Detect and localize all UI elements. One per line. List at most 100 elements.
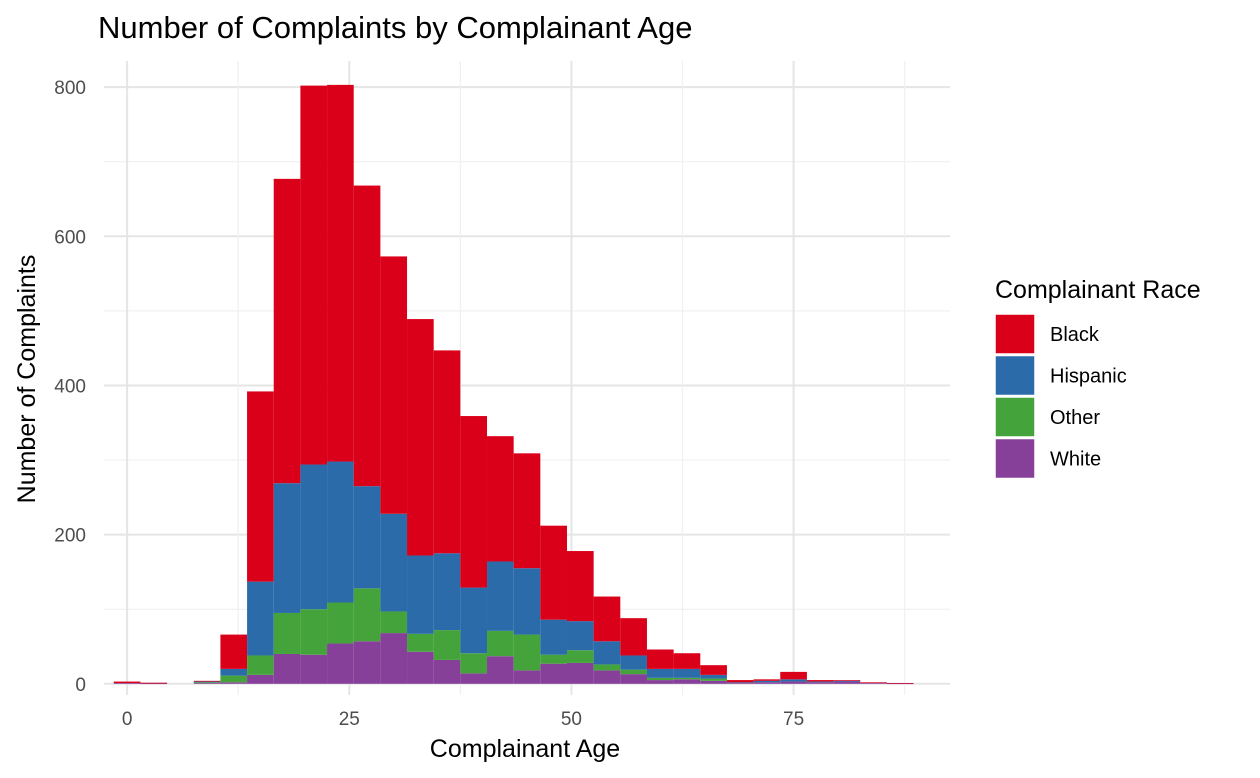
bar-segment-hispanic (433, 553, 461, 631)
bar-segment-hispanic (380, 513, 408, 612)
bar-segment-hispanic (273, 483, 301, 613)
bar-segment-hispanic (700, 674, 727, 679)
bar-segment-black (353, 185, 381, 487)
bar-segment-other (193, 682, 221, 684)
bar-segment-black (780, 671, 807, 680)
y-tick-label: 800 (54, 78, 86, 99)
bar-segment-white (620, 674, 647, 684)
bar-segment-white (380, 633, 408, 684)
bar-segment-black (247, 391, 274, 582)
bar-segment-black (327, 84, 354, 462)
bar-segment-other (433, 630, 461, 660)
legend-swatch-other (994, 396, 1036, 438)
bar-segment-white (247, 674, 274, 684)
bar-segment-other (220, 675, 248, 683)
bar-segment-white (566, 662, 594, 684)
y-tick-label: 400 (54, 376, 86, 397)
x-tick-label: 75 (783, 709, 804, 730)
bar-segment-black (673, 653, 701, 669)
bar-segment-hispanic (460, 587, 488, 654)
bar-segment-white (193, 683, 221, 684)
bar-segment-hispanic (193, 681, 221, 683)
bar-segment-hispanic (566, 621, 594, 651)
bar-segment-hispanic (513, 568, 541, 635)
bar-segment-white (540, 663, 567, 684)
legend-label-black: Black (1050, 324, 1100, 346)
bar-segment-white (860, 683, 887, 684)
bar-segment-black (726, 680, 754, 683)
legend: Complainant Race Black Hispanic Other White (994, 276, 1201, 480)
bar-segment-hispanic (593, 641, 621, 665)
bar-segment-white (220, 682, 248, 684)
bar-segment-black (407, 319, 434, 556)
bar-segment-black (113, 681, 141, 684)
bar-segment-hispanic (726, 682, 754, 684)
bar-segment-hispanic (620, 655, 647, 670)
bar-segment-white (433, 659, 461, 684)
bar-segment-black (540, 525, 567, 620)
bar-segment-black (273, 178, 301, 484)
y-tick-label: 600 (54, 227, 86, 248)
bar-segment-black (886, 683, 914, 684)
bar-segment-other (353, 588, 381, 642)
bar-segment-white (513, 670, 541, 684)
bar-segment-hispanic (220, 668, 248, 676)
x-axis-ticks: 0 25 50 75 (122, 709, 804, 730)
legend-swatch-white (994, 437, 1036, 480)
bar-segment-black (593, 596, 621, 642)
bar-segment-other (380, 611, 408, 634)
chart-title: Number of Complaints by Complainant Age (98, 10, 692, 45)
x-tick-label: 50 (561, 709, 582, 730)
y-tick-label: 200 (54, 526, 86, 547)
bars (113, 84, 914, 685)
bar-segment-white (353, 641, 381, 684)
bar-segment-black (646, 649, 674, 669)
bar-segment-hispanic (753, 680, 781, 683)
bar-segment-hispanic (806, 681, 834, 683)
legend-label-hispanic: Hispanic (1050, 366, 1127, 388)
legend-swatch-hispanic (994, 354, 1036, 397)
bar-segment-white (646, 680, 674, 684)
bar-segment-black (806, 680, 834, 682)
bar-segment-other (646, 677, 674, 681)
bar-segment-white (460, 673, 488, 684)
bar-segment-white (487, 656, 514, 684)
bar-segment-hispanic (833, 680, 861, 682)
x-tick-label: 25 (339, 709, 360, 730)
bar-segment-black (620, 618, 647, 656)
bar-segment-other (273, 612, 301, 654)
bar-segment-white (886, 683, 914, 685)
bar-segment-other (327, 602, 354, 644)
bar-segment-black (300, 85, 328, 465)
bar-segment-black (513, 453, 541, 569)
legend-swatch-black (994, 313, 1036, 355)
bar-segment-black (433, 350, 461, 554)
bar-segment-white (700, 680, 727, 684)
bar-segment-white (300, 654, 328, 684)
bar-segment-other (700, 678, 727, 681)
bar-segment-black (833, 680, 861, 681)
bar-segment-black (193, 680, 221, 682)
bar-segment-black (220, 634, 248, 669)
bar-segment-white (113, 683, 141, 684)
bar-segment-white (593, 670, 621, 684)
legend-label-other: Other (1050, 407, 1100, 429)
bar-segment-other (460, 653, 488, 674)
bar-segment-other (300, 609, 328, 655)
bar-segment-other (593, 664, 621, 671)
bar-segment-other (620, 669, 647, 675)
bar-segment-white (753, 682, 781, 684)
legend-title: Complainant Race (995, 276, 1201, 304)
bar-segment-black (753, 679, 781, 681)
legend-label-white: White (1050, 449, 1101, 471)
bar-segment-black (460, 416, 488, 588)
bar-segment-other (513, 634, 541, 671)
bar-segment-black (380, 256, 408, 514)
bar-segment-other (487, 630, 514, 657)
bar-segment-hispanic (247, 581, 274, 656)
x-tick-label: 0 (122, 709, 133, 730)
bar-segment-other (566, 650, 594, 663)
bar-segment-white (273, 653, 301, 684)
bar-segment-hispanic (673, 668, 701, 678)
